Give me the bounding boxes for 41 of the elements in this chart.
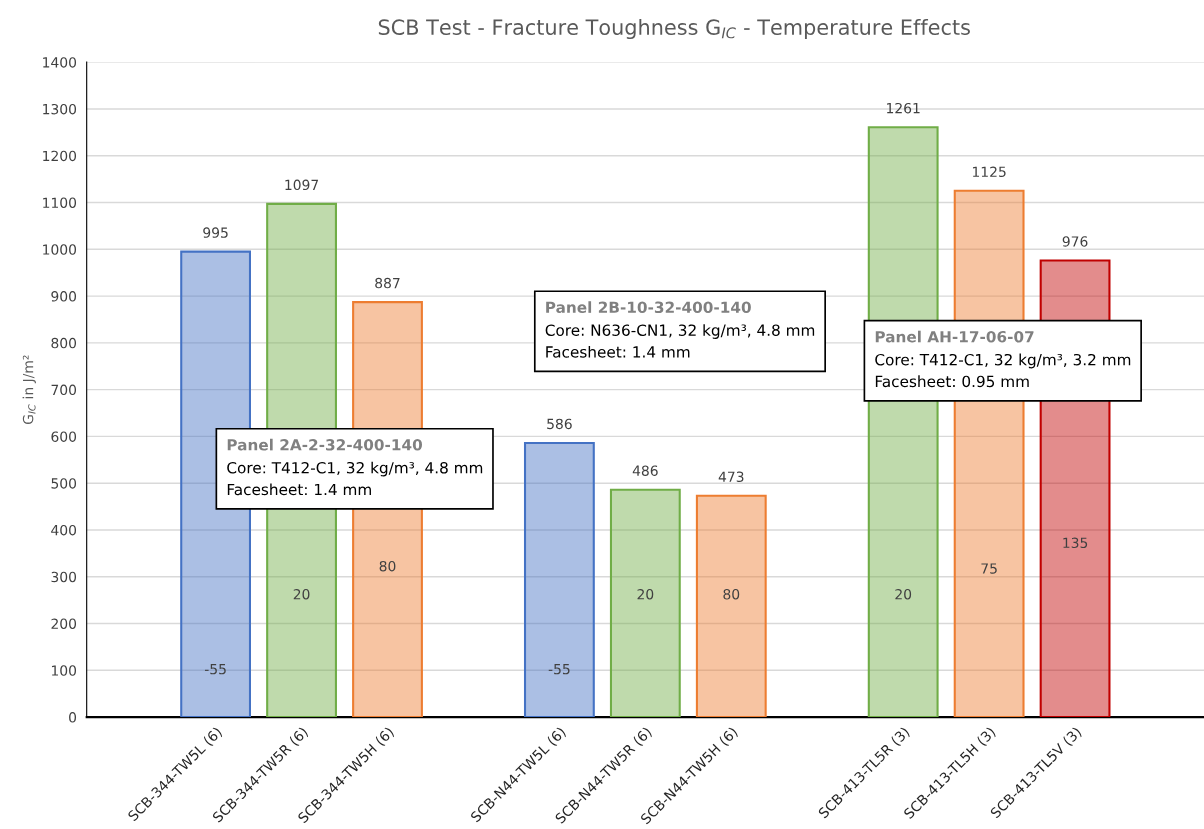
y-tick-label: 300 (51, 571, 77, 583)
y-tick-label: 200 (51, 618, 77, 629)
y-tick-label: 1000 (43, 244, 77, 255)
chart-title: SCB Test - Fracture Toughness G$_{IC}$ - Temperature Effects (378, 18, 970, 40)
y-tick-label: 900 (51, 291, 77, 302)
y-tick-label: 1100 (43, 197, 77, 208)
y-tick-label: 1300 (43, 103, 77, 115)
y-tick-label: 600 (51, 431, 77, 442)
data-label: 1261 (887, 102, 920, 114)
annotation: Core: T412-C1, 32 kg/m³, 3.2 mm Facesheet: 0.95 mm (875, 353, 1131, 388)
y-tick-label: 700 (51, 384, 77, 396)
annotation: -55 (548, 664, 570, 675)
data-label: 486 (632, 465, 658, 476)
annotation: 20 (637, 588, 654, 600)
annotation: 20 (293, 588, 310, 600)
annotation: 20 (895, 588, 912, 600)
data-label: 887 (375, 277, 400, 289)
annotation: Panel 2A-2-32-400-140 (227, 438, 423, 451)
annotation: Core: N636-CN1, 32 kg/m³, 4.8 mm Facesheet: 1.4 mm (545, 324, 815, 358)
y-tick-label: 1400 (43, 57, 77, 68)
annotation: Core: T412-C1, 32 kg/m³, 4.8 mm Facesheet: 1.4 mm (227, 461, 483, 496)
annotation: 80 (379, 560, 396, 572)
data-label: 586 (547, 418, 572, 430)
annotation: Panel AH-17-06-07 (875, 330, 1034, 343)
data-label: 976 (1062, 236, 1088, 247)
y-tick-label: 500 (51, 478, 77, 489)
y-tick-label: 1200 (43, 150, 77, 162)
y-tick-label: 0 (69, 712, 77, 723)
data-label: 1125 (972, 166, 1006, 178)
annotation: Panel 2B-10-32-400-140 (546, 301, 751, 314)
y-tick-label: 100 (51, 665, 77, 676)
annotation: 80 (723, 588, 740, 600)
data-label: 1097 (285, 179, 319, 191)
y-tick-label: 800 (51, 337, 77, 349)
y-tick-label: 400 (51, 524, 77, 536)
y-axis-title: G$_{IC}$ in J/m² (22, 355, 36, 425)
annotation: 135 (1063, 537, 1088, 549)
annotation: -55 (204, 664, 226, 675)
data-label: 995 (203, 227, 228, 238)
annotation: 75 (981, 563, 997, 574)
data-label: 473 (718, 471, 744, 483)
